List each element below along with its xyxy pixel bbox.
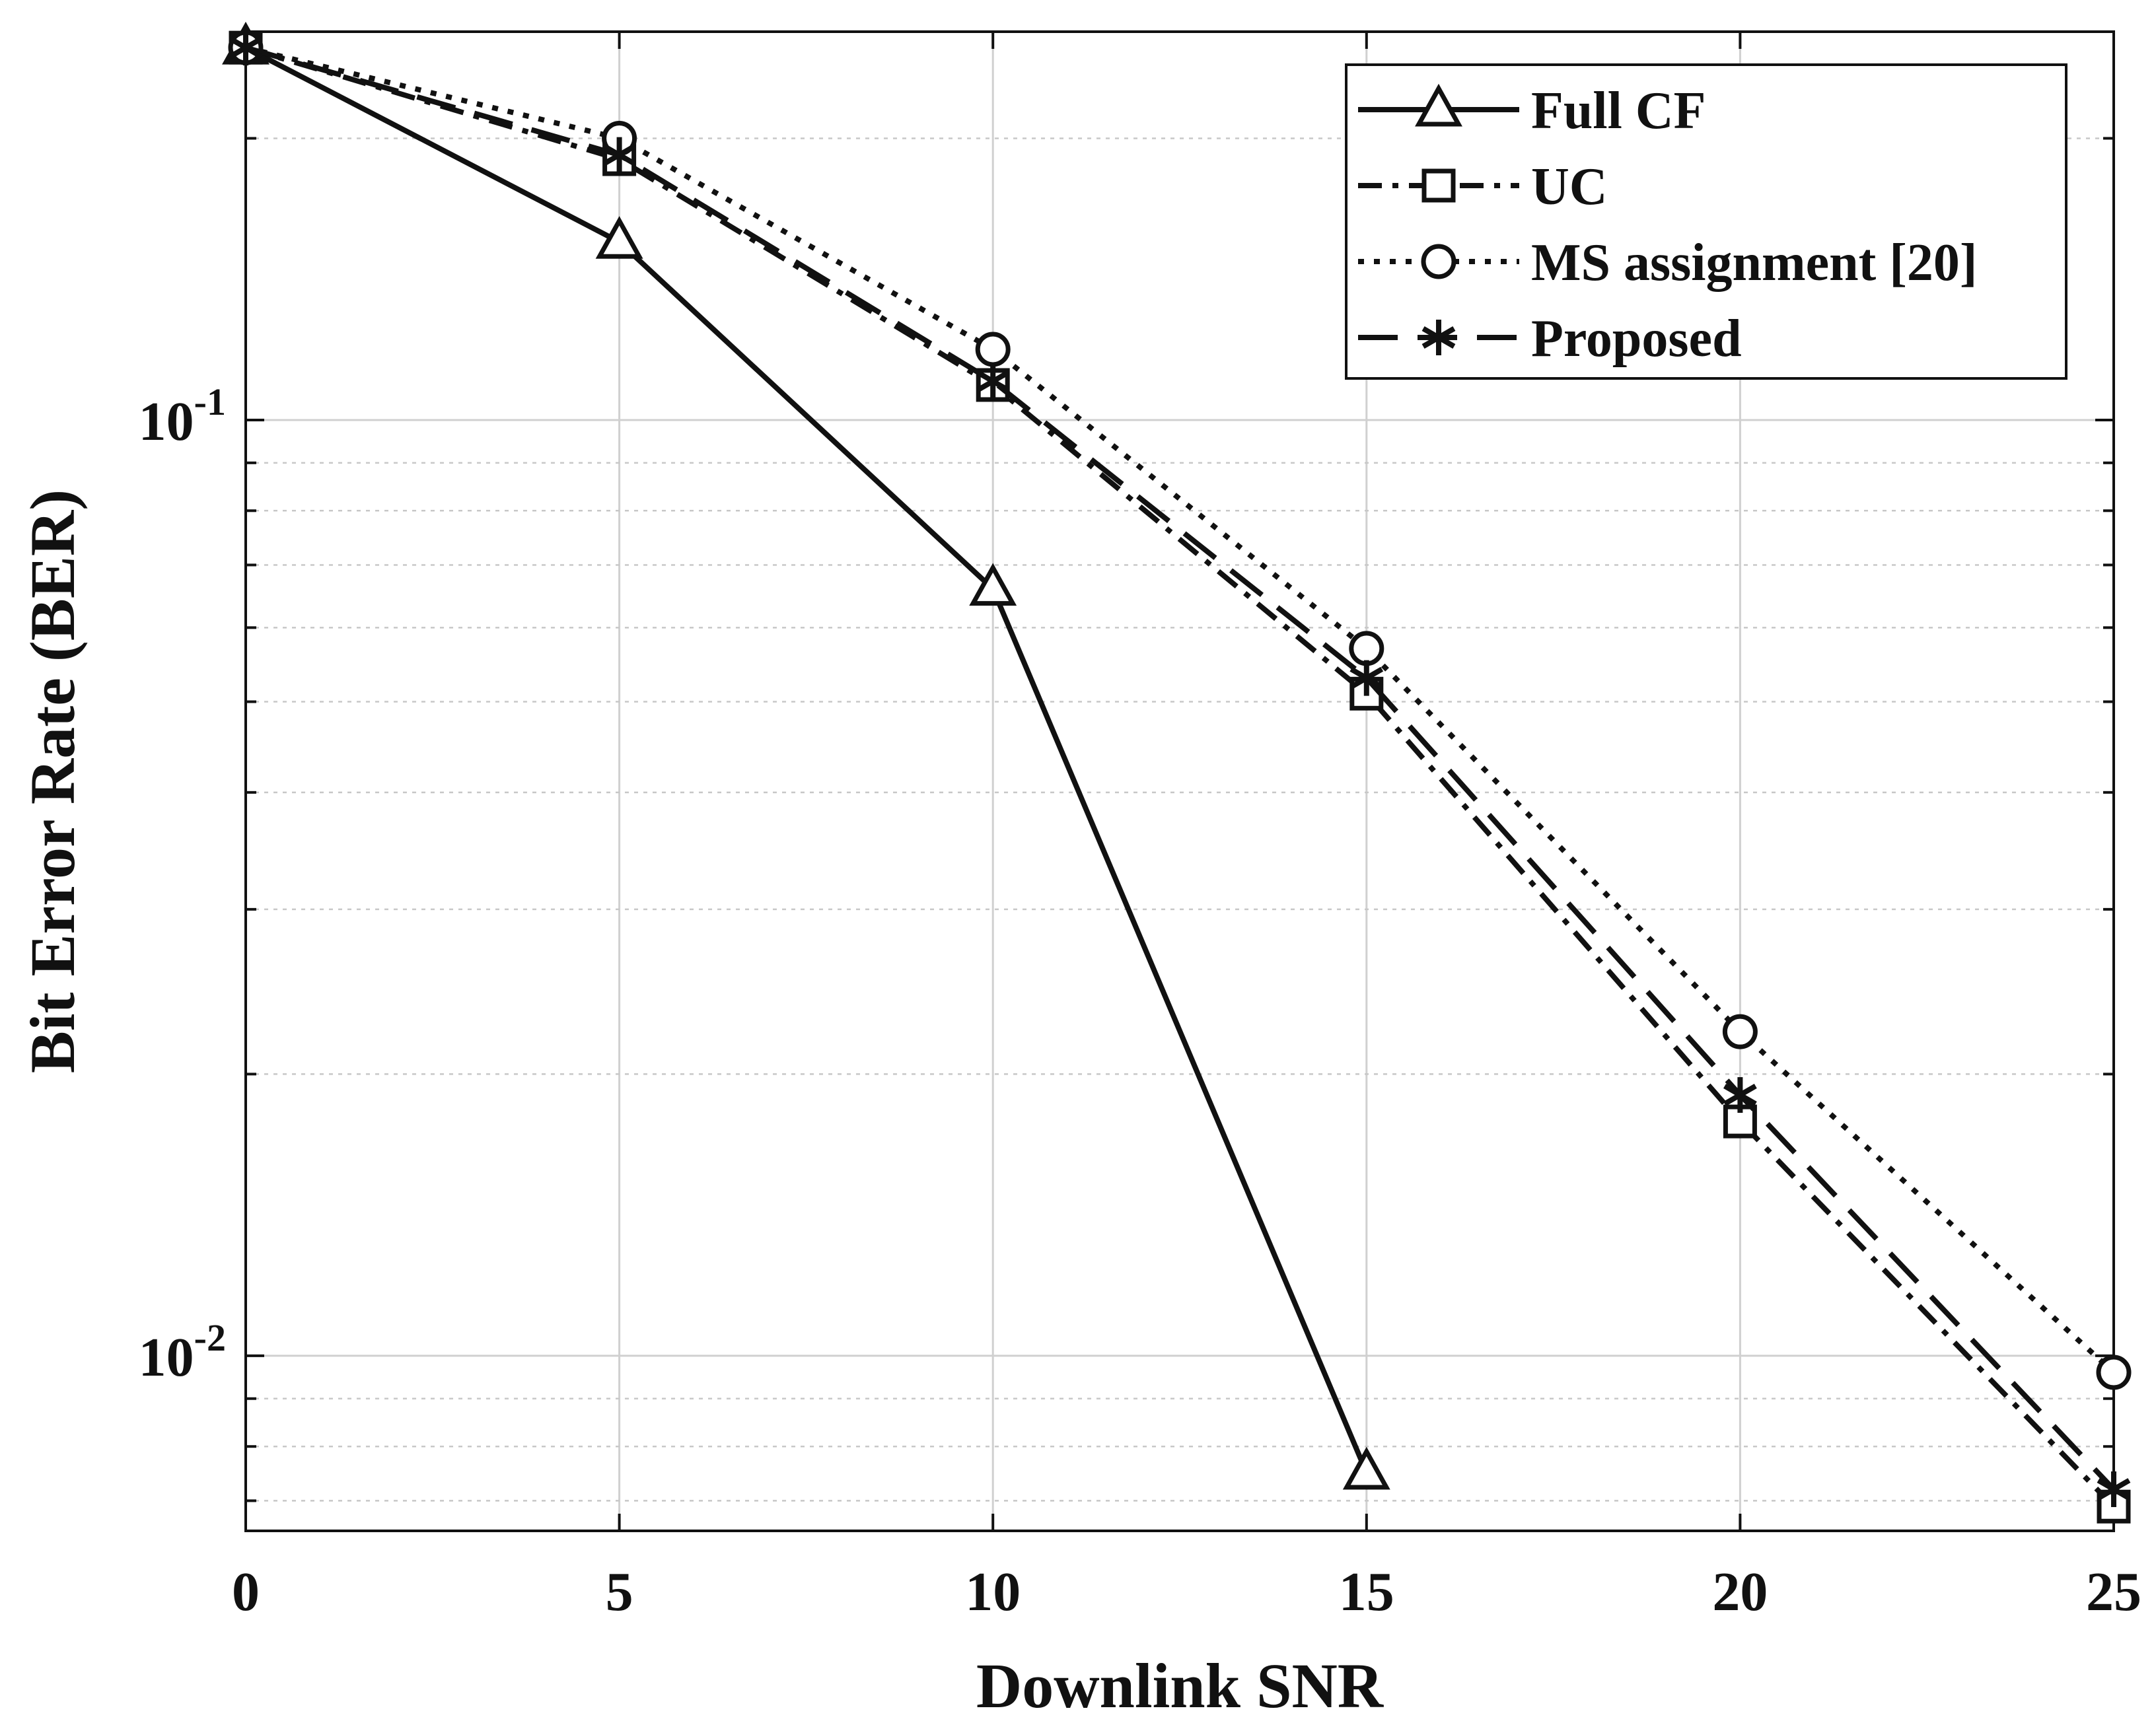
data-point-full-cf bbox=[969, 563, 1017, 606]
data-point-proposed-stroke bbox=[229, 36, 263, 59]
data-point-proposed bbox=[2097, 1471, 2131, 1508]
x-tick-label: 25 bbox=[2086, 1561, 2141, 1623]
x-tick-label: 20 bbox=[1712, 1561, 1768, 1623]
x-tick-label: 10 bbox=[965, 1561, 1021, 1623]
data-point-ms-assignment-20 bbox=[1349, 631, 1384, 666]
data-point-ms-assignment-20 bbox=[2096, 1355, 2132, 1390]
data-point-full-cf bbox=[595, 216, 643, 259]
legend-label-uc: UC bbox=[1531, 158, 1608, 216]
axis-ticks: 0 5 10 15 20 25 10-1 10-2 bbox=[139, 32, 2141, 1623]
data-point-proposed-stroke bbox=[2097, 1478, 2131, 1501]
legend-marker-ms-assignment-20 bbox=[1421, 244, 1456, 279]
data-point-proposed-stroke bbox=[976, 370, 1010, 393]
data-point-full-cf bbox=[1342, 1446, 1390, 1490]
data-point-proposed-stroke bbox=[1349, 666, 1384, 689]
series-layer bbox=[222, 21, 2132, 1524]
legend-label-full-cf: Full CF bbox=[1531, 82, 1706, 140]
data-point-ms-assignment-20 bbox=[975, 332, 1011, 367]
data-point-proposed-stroke bbox=[602, 143, 636, 166]
x-tick-label: 0 bbox=[232, 1561, 260, 1623]
y-tick-label: 10-1 bbox=[139, 380, 226, 452]
legend: Full CF UC MS assignment [20] Proposed bbox=[1345, 63, 2067, 380]
legend-marker-proposed-stroke bbox=[1421, 326, 1456, 349]
data-point-proposed bbox=[1349, 660, 1384, 696]
series-line-uc bbox=[244, 45, 2116, 1509]
data-point-proposed-stroke bbox=[1723, 1083, 1757, 1106]
x-tick-label: 15 bbox=[1339, 1561, 1394, 1623]
x-axis-label: Downlink SNR bbox=[976, 1650, 1384, 1721]
series-line-full-cf bbox=[244, 45, 1369, 1474]
legend-label-proposed: Proposed bbox=[1531, 310, 1742, 368]
legend-label-ms-assignment-20: MS assignment [20] bbox=[1531, 234, 1978, 292]
data-point-ms-assignment-20 bbox=[1722, 1014, 1758, 1049]
data-point-proposed bbox=[602, 137, 636, 173]
legend-marker-uc bbox=[1421, 168, 1456, 203]
y-tick-label: 10-2 bbox=[139, 1316, 226, 1388]
series-line-ms-assignment-20 bbox=[245, 45, 2116, 1374]
data-point-proposed bbox=[976, 363, 1010, 400]
legend-marker-full-cf bbox=[1415, 83, 1462, 127]
legend-marker-proposed bbox=[1421, 320, 1456, 355]
data-point-proposed bbox=[229, 30, 263, 66]
data-point-proposed bbox=[1723, 1076, 1757, 1113]
series-proposed bbox=[229, 30, 2131, 1508]
series-line-proposed bbox=[244, 45, 2116, 1491]
legend-box bbox=[1345, 63, 2067, 380]
plot-area-frame bbox=[244, 30, 2115, 1532]
y-axis-label: Bit Error Rate (BER) bbox=[17, 489, 88, 1073]
x-tick-label: 5 bbox=[606, 1561, 633, 1623]
grid-lines bbox=[244, 32, 2115, 1531]
